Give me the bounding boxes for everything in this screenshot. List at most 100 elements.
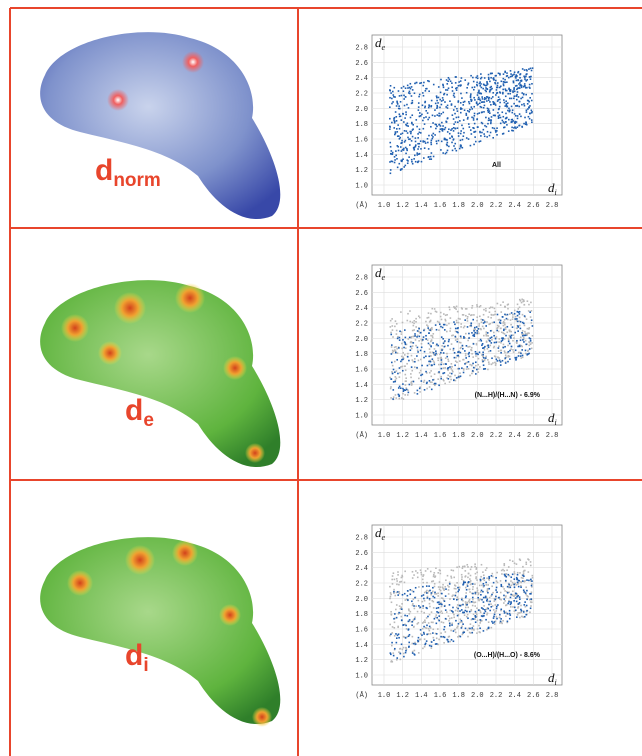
point bbox=[453, 348, 455, 350]
point bbox=[467, 110, 469, 112]
point bbox=[506, 569, 508, 571]
point bbox=[472, 588, 474, 590]
point bbox=[519, 612, 521, 614]
point bbox=[449, 622, 451, 624]
point bbox=[433, 84, 435, 86]
point bbox=[437, 102, 439, 104]
point bbox=[402, 113, 404, 115]
point bbox=[477, 371, 479, 373]
point bbox=[453, 570, 455, 572]
point bbox=[530, 316, 532, 318]
point bbox=[518, 580, 520, 582]
point bbox=[448, 341, 450, 343]
point bbox=[521, 87, 523, 89]
point bbox=[487, 348, 489, 350]
point bbox=[475, 592, 477, 594]
point bbox=[391, 353, 393, 355]
point bbox=[472, 363, 474, 365]
point bbox=[391, 103, 393, 105]
point bbox=[443, 380, 445, 382]
point bbox=[394, 162, 396, 164]
point bbox=[514, 71, 516, 73]
point bbox=[398, 108, 400, 110]
point bbox=[420, 115, 422, 117]
point bbox=[486, 88, 488, 90]
point bbox=[528, 571, 530, 573]
point bbox=[465, 355, 467, 357]
point bbox=[436, 611, 438, 613]
point bbox=[405, 625, 407, 627]
point bbox=[496, 134, 498, 136]
point bbox=[481, 344, 483, 346]
point bbox=[479, 585, 481, 587]
surface-dnorm: dnorm bbox=[40, 32, 280, 219]
point bbox=[431, 138, 433, 140]
point bbox=[520, 581, 522, 583]
point bbox=[431, 647, 433, 649]
point bbox=[496, 618, 498, 620]
point bbox=[515, 115, 517, 117]
x-tick-label: 2.6 bbox=[527, 432, 540, 440]
point bbox=[424, 621, 426, 623]
point bbox=[458, 589, 460, 591]
point bbox=[410, 382, 412, 384]
point bbox=[491, 363, 493, 365]
point bbox=[523, 299, 525, 301]
point bbox=[486, 614, 488, 616]
point bbox=[518, 586, 520, 588]
point bbox=[412, 652, 414, 654]
point bbox=[418, 340, 420, 342]
point bbox=[442, 152, 444, 154]
point bbox=[415, 605, 417, 607]
point bbox=[465, 315, 467, 317]
point bbox=[449, 604, 451, 606]
point bbox=[398, 637, 400, 639]
x-tick-label: 2.8 bbox=[546, 432, 559, 440]
point bbox=[491, 573, 493, 575]
point bbox=[479, 98, 481, 100]
point bbox=[519, 77, 521, 79]
point bbox=[423, 621, 425, 623]
point bbox=[455, 328, 457, 330]
point bbox=[521, 126, 523, 128]
y-tick-label: 1.2 bbox=[355, 167, 368, 175]
point bbox=[405, 96, 407, 98]
point bbox=[436, 126, 438, 128]
point bbox=[457, 121, 459, 123]
point bbox=[475, 131, 477, 133]
point bbox=[505, 121, 507, 123]
point bbox=[425, 90, 427, 92]
point bbox=[489, 340, 491, 342]
point bbox=[530, 340, 532, 342]
point bbox=[430, 627, 432, 629]
point bbox=[474, 618, 476, 620]
point bbox=[405, 337, 407, 339]
point bbox=[500, 361, 502, 363]
point bbox=[418, 106, 420, 108]
point bbox=[440, 125, 442, 127]
point bbox=[516, 616, 518, 618]
point bbox=[471, 314, 473, 316]
point bbox=[476, 607, 478, 609]
point bbox=[527, 350, 529, 352]
point bbox=[530, 78, 532, 80]
point bbox=[511, 98, 513, 100]
point bbox=[412, 163, 414, 165]
y-tick-label: 2.6 bbox=[355, 550, 368, 558]
point bbox=[523, 589, 525, 591]
x-tick-label: 2.2 bbox=[490, 692, 503, 700]
point bbox=[434, 592, 436, 594]
point bbox=[531, 119, 533, 121]
point bbox=[425, 371, 427, 373]
point bbox=[412, 651, 414, 653]
point bbox=[408, 646, 410, 648]
point bbox=[450, 80, 452, 82]
point bbox=[513, 600, 515, 602]
point bbox=[397, 103, 399, 105]
point bbox=[500, 621, 502, 623]
point bbox=[472, 370, 474, 372]
point bbox=[487, 345, 489, 347]
point bbox=[514, 573, 516, 575]
point bbox=[466, 345, 468, 347]
point bbox=[410, 346, 412, 348]
